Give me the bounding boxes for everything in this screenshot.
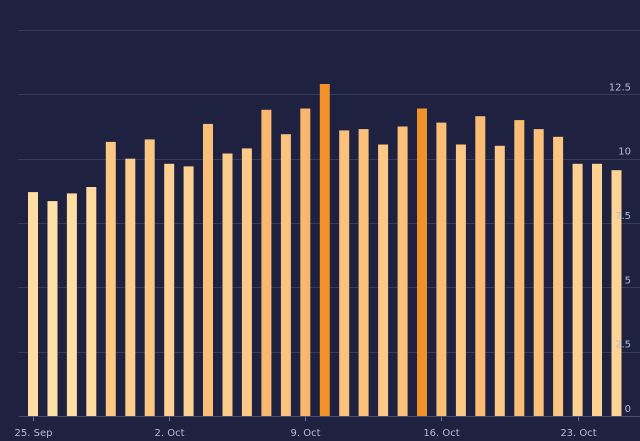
bar-17-oct xyxy=(455,144,466,416)
x-tick-label: 2. Oct xyxy=(154,428,184,439)
x-axis: 25. Sep 2. Oct 9. Oct 16. Oct 23. Oct xyxy=(15,416,640,439)
bar-6-oct xyxy=(241,148,252,416)
bar-7-oct xyxy=(261,109,272,417)
y-axis: 0 2.5 5 7.5 10 12.5 xyxy=(609,82,631,415)
bar-10-oct xyxy=(319,84,330,416)
bar-18-oct xyxy=(475,116,486,416)
y-tick-label: 2.5 xyxy=(615,340,631,351)
bar-16-oct xyxy=(436,122,447,416)
bar-29-sep xyxy=(105,141,116,416)
bar-25-oct xyxy=(611,170,622,416)
bar-28-sep xyxy=(86,187,97,416)
bar-22-oct xyxy=(553,136,564,417)
y-tick-label: 10 xyxy=(618,147,631,158)
bar-2-oct xyxy=(164,163,175,416)
bar-5-oct xyxy=(222,153,233,416)
bar-23-oct xyxy=(572,163,583,416)
bar-8-oct xyxy=(280,134,291,416)
x-tick-label: 9. Oct xyxy=(290,428,320,439)
bar-26-sep xyxy=(47,201,58,416)
y-tick-label: 7.5 xyxy=(615,211,631,222)
bar-25-sep xyxy=(28,192,38,416)
x-tick-label: 23. Oct xyxy=(560,428,596,439)
bar-30-sep xyxy=(125,158,136,416)
bar-24-oct xyxy=(592,163,602,416)
bar-19-oct xyxy=(494,145,505,417)
bar-9-oct xyxy=(300,108,311,416)
bar-27-sep xyxy=(66,193,77,416)
y-tick-label: 5 xyxy=(625,275,631,286)
bars xyxy=(28,84,622,417)
y-tick-label: 0 xyxy=(625,404,631,415)
bar-11-oct xyxy=(339,130,350,416)
bar-1-oct xyxy=(144,139,155,416)
bar-21-oct xyxy=(533,129,544,416)
bar-20-oct xyxy=(514,120,525,416)
bar-14-oct xyxy=(397,126,408,416)
x-tick-label: 25. Sep xyxy=(15,428,53,439)
bar-3-oct xyxy=(183,166,194,416)
bar-15-oct xyxy=(417,108,427,416)
bar-4-oct xyxy=(203,123,213,417)
x-tick-label: 16. Oct xyxy=(423,428,459,439)
bar-13-oct xyxy=(378,144,389,416)
bar-12-oct xyxy=(358,129,369,416)
y-tick-label: 12.5 xyxy=(609,82,631,93)
